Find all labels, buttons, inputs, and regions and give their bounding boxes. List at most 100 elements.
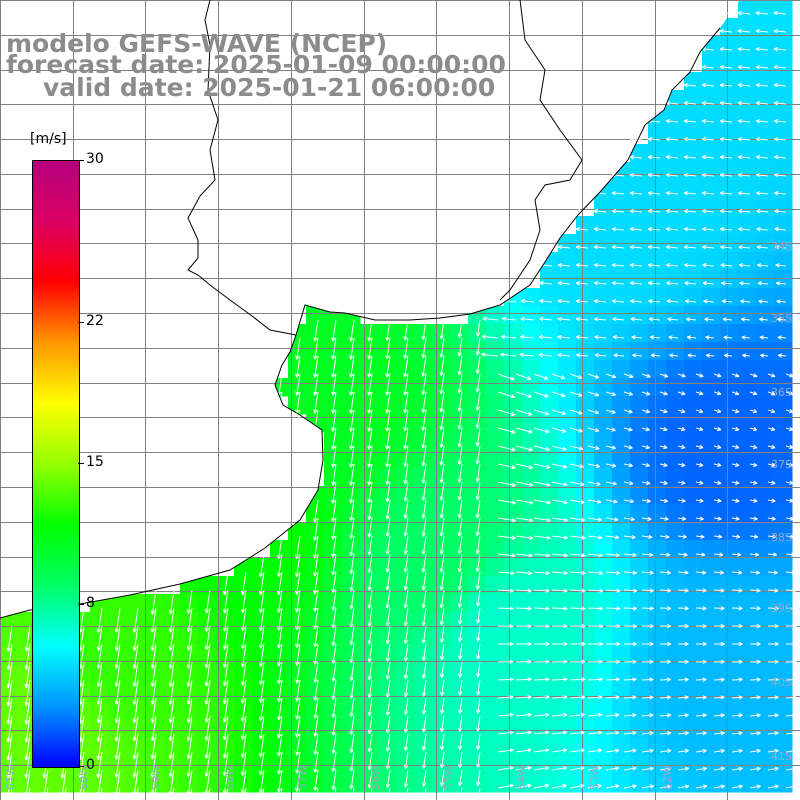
wind-arrow: [705, 353, 715, 358]
wind-cell: [90, 630, 109, 649]
wind-arrow: [713, 516, 722, 521]
wind-arrow: [685, 317, 697, 322]
wind-arrow: [222, 643, 229, 668]
wind-arrow: [333, 787, 337, 800]
wind-cell: [684, 684, 703, 703]
wind-arrow: [695, 730, 707, 736]
wind-arrow: [755, 46, 769, 52]
wind-cell: [594, 720, 613, 739]
colorbar-tick-mark: [78, 160, 84, 161]
wind-arrow: [313, 373, 319, 396]
wind-cell: [738, 378, 757, 397]
wind-arrow: [313, 589, 319, 612]
wind-cell: [306, 630, 325, 649]
wind-arrow: [349, 661, 355, 681]
wind-cell: [540, 666, 559, 685]
wind-arrow: [720, 244, 733, 250]
wind-cell: [396, 630, 415, 649]
wind-arrow: [96, 661, 103, 687]
wind-cell: [342, 774, 361, 793]
wind-cell: [666, 486, 685, 505]
wind-cell: [612, 216, 631, 235]
wind-arrow: [773, 136, 787, 142]
wind-cell: [630, 324, 649, 343]
wind-arrow: [476, 607, 481, 624]
wind-arrow: [349, 391, 355, 414]
wind-arrow: [519, 352, 535, 358]
wind-cell: [594, 288, 613, 307]
wind-arrow: [24, 715, 31, 743]
wind-arrow: [114, 751, 121, 778]
wind-cell: [414, 540, 433, 559]
wind-cell: [540, 414, 559, 433]
wind-arrow: [294, 589, 301, 613]
wind-arrow: [349, 697, 355, 717]
wind-arrow: [240, 571, 247, 596]
wind-cell: [486, 306, 505, 325]
wind-cell: [720, 216, 739, 235]
wind-cell: [396, 324, 415, 343]
wind-arrow: [421, 715, 427, 733]
wind-arrow: [349, 751, 355, 772]
wind-arrow: [785, 444, 794, 450]
wind-arrow: [605, 499, 618, 504]
wind-vectors: [6, 10, 797, 800]
forecast-date: forecast date: 2025-01-09 00:00:00: [6, 50, 506, 79]
wind-arrow: [457, 337, 463, 357]
wind-arrow: [695, 373, 704, 378]
wind-arrow: [731, 677, 743, 682]
wind-cell: [594, 540, 613, 559]
wind-arrow: [731, 408, 740, 414]
wind-cell: [324, 702, 343, 721]
wind-arrow: [349, 427, 355, 450]
wind-cell: [612, 198, 631, 217]
wind-cell: [522, 360, 541, 379]
wind-cell: [738, 774, 757, 793]
wind-cell: [396, 738, 415, 757]
wind-arrow: [515, 694, 532, 700]
wind-cell: [270, 558, 289, 577]
wind-cell: [738, 144, 757, 163]
wind-cell: [540, 270, 559, 289]
wind-arrow: [171, 787, 175, 800]
wind-arrow: [713, 373, 722, 378]
wind-arrow: [186, 715, 193, 741]
wind-arrow: [533, 481, 551, 487]
wind-cell: [126, 594, 145, 613]
wind-arrow: [701, 118, 715, 124]
wind-arrow: [587, 463, 600, 469]
wind-arrow: [587, 517, 602, 522]
wind-arrow: [114, 607, 121, 633]
wind-cell: [306, 612, 325, 631]
wind-arrow: [331, 481, 337, 504]
wind-cell: [486, 486, 505, 505]
wind-arrow: [593, 208, 607, 214]
wind-arrow: [776, 299, 787, 304]
wind-arrow: [701, 64, 715, 70]
latitude-label: 34S: [771, 240, 792, 253]
wind-cell: [738, 450, 757, 469]
wind-arrow: [367, 697, 373, 717]
wind-arrow: [367, 409, 373, 432]
wind-arrow: [186, 751, 193, 777]
wind-arrow: [569, 641, 586, 647]
wind-arrow: [758, 299, 769, 304]
coastline-line: [0, 27, 721, 619]
wind-arrow: [695, 480, 704, 485]
wind-cell: [774, 630, 793, 649]
wind-cell: [756, 396, 775, 415]
wind-arrow: [475, 391, 481, 411]
wind-arrow: [587, 695, 603, 700]
wind-arrow: [569, 427, 583, 433]
wind-cell: [450, 432, 469, 451]
wind-cell: [612, 774, 631, 793]
wind-arrow: [515, 712, 532, 718]
wind-cell: [756, 432, 775, 451]
wind-arrow: [755, 82, 769, 88]
wind-arrow: [349, 769, 355, 790]
wind-cell: [18, 612, 37, 631]
wind-cell: [576, 720, 595, 739]
wind-cell: [324, 540, 343, 559]
wind-cell: [360, 702, 379, 721]
wind-cell: [666, 702, 685, 721]
